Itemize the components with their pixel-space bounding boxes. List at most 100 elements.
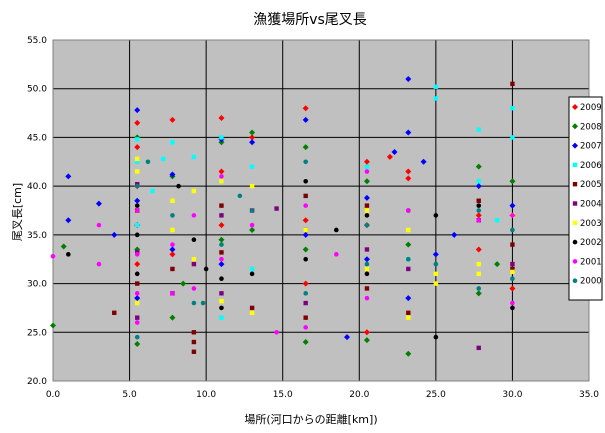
data-point [169, 246, 176, 253]
data-point [219, 315, 224, 320]
data-point [433, 334, 439, 340]
data-point [191, 188, 197, 194]
data-point [191, 261, 197, 267]
data-point [510, 276, 515, 282]
data-point [303, 159, 308, 165]
data-point [218, 168, 225, 175]
data-point [476, 203, 482, 208]
data-point [249, 305, 255, 311]
data-point [364, 261, 370, 267]
data-point [476, 261, 481, 267]
data-point [134, 203, 140, 208]
data-point [510, 135, 515, 140]
data-point [170, 227, 175, 233]
x-tick-label: 20.0 [349, 390, 369, 400]
data-point [476, 179, 481, 184]
data-point [191, 213, 197, 218]
data-point [364, 247, 370, 252]
data-point [406, 315, 411, 320]
data-point [249, 164, 255, 169]
data-point [134, 295, 141, 302]
series-2002 [66, 178, 515, 340]
data-point [303, 315, 308, 320]
data-point [191, 330, 197, 335]
data-point [65, 217, 72, 224]
data-point [364, 213, 370, 218]
data-point [218, 114, 225, 121]
data-point [494, 261, 501, 268]
data-point [145, 159, 151, 165]
data-point [134, 183, 140, 189]
data-point [135, 169, 140, 174]
data-point [65, 173, 72, 180]
data-point [405, 175, 412, 182]
y-tick-label: 45.0 [27, 133, 47, 143]
data-point [249, 129, 256, 136]
x-tick-label: 15.0 [273, 390, 293, 400]
data-point [96, 261, 102, 267]
data-point [134, 144, 141, 151]
plot-background [52, 39, 590, 382]
data-point [134, 197, 141, 204]
data-point [249, 139, 256, 146]
data-point [50, 253, 56, 259]
data-point [433, 84, 439, 89]
data-point [96, 222, 102, 228]
data-point [302, 339, 309, 346]
x-tick-label: 0.0 [46, 390, 61, 400]
x-tick-label: 10.0 [196, 390, 216, 400]
data-point [191, 339, 197, 345]
data-point [169, 251, 176, 258]
data-point [135, 222, 140, 228]
legend-marker [572, 182, 578, 187]
data-point [274, 206, 279, 211]
data-point [249, 266, 255, 272]
data-point [134, 107, 141, 114]
data-point [510, 269, 515, 275]
data-point [476, 127, 481, 132]
data-point [510, 213, 515, 218]
data-point [364, 208, 370, 213]
legend-label: 2002 [580, 238, 602, 248]
data-point [170, 291, 175, 296]
data-point [510, 266, 515, 272]
data-point [170, 140, 175, 145]
x-tick-label: 25.0 [426, 390, 446, 400]
data-point [191, 154, 197, 160]
data-point [150, 188, 155, 194]
data-point [510, 261, 515, 267]
y-tick-label: 55.0 [27, 36, 47, 46]
data-point [302, 217, 309, 224]
legend-marker [572, 142, 578, 149]
data-point [405, 75, 412, 82]
axis-ticks: 0.0 5.0 10.0 15.0 20.0 25.0 30.0 35.0 20.0 25.0 30… [27, 36, 599, 400]
legend-label: 2005 [580, 180, 602, 190]
data-point [433, 96, 439, 101]
data-point [50, 322, 56, 329]
data-point [433, 213, 439, 218]
data-point [135, 156, 140, 162]
legend-marker [572, 162, 578, 168]
data-point [219, 291, 224, 296]
legend-marker [572, 259, 578, 264]
data-point [475, 212, 482, 219]
data-point [476, 217, 482, 223]
data-point [66, 252, 71, 257]
y-tick-label: 20.0 [27, 377, 47, 387]
legend: 2009 2008 2007 2006 2005 2004 2003 2002 2001 2000 [568, 96, 603, 301]
data-point [203, 266, 209, 272]
y-tick-label: 35.0 [27, 231, 47, 241]
data-point [364, 169, 370, 174]
data-point [510, 242, 515, 247]
data-point [249, 310, 255, 315]
data-point [135, 159, 140, 164]
data-point [60, 243, 67, 250]
legend-label: 2001 [580, 257, 602, 267]
data-point [364, 286, 370, 291]
legend-label: 2000 [580, 277, 602, 287]
data-point [180, 280, 187, 287]
data-point [303, 178, 308, 184]
series-2007 [65, 75, 516, 341]
data-point [111, 231, 118, 238]
data-point [510, 106, 515, 111]
